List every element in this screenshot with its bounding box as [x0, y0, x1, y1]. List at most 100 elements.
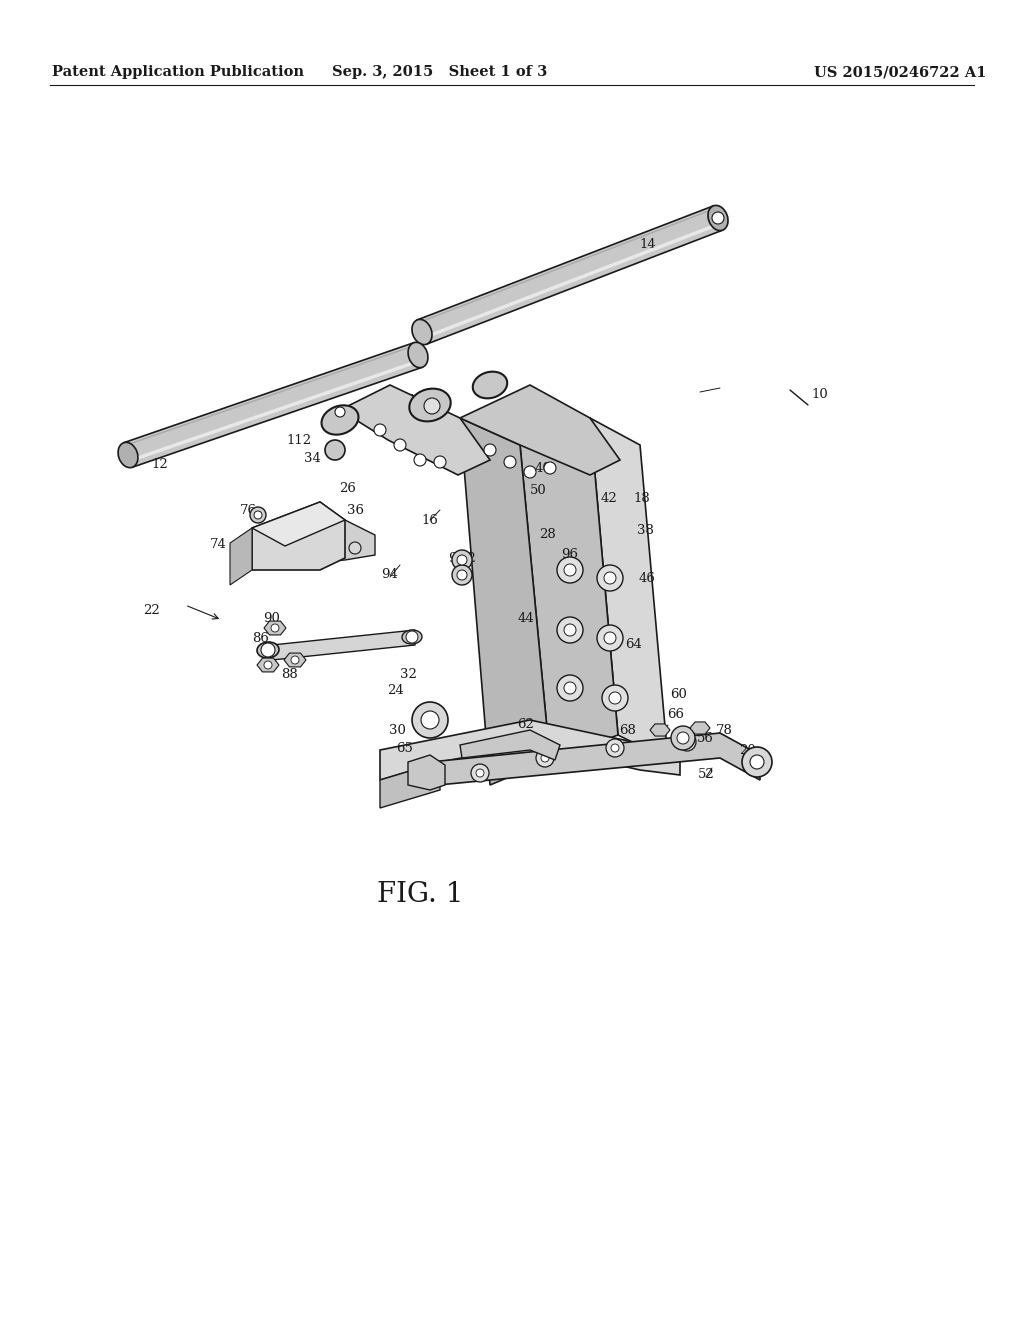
Circle shape — [414, 454, 426, 466]
Text: 60: 60 — [671, 689, 687, 701]
Text: 48: 48 — [475, 384, 492, 396]
Text: 20: 20 — [739, 743, 757, 756]
Polygon shape — [252, 502, 345, 570]
Circle shape — [712, 213, 724, 224]
Text: 72: 72 — [275, 519, 293, 532]
Text: 32: 32 — [399, 668, 417, 681]
Text: 62: 62 — [517, 718, 535, 731]
Circle shape — [564, 682, 575, 694]
Polygon shape — [520, 418, 618, 760]
Text: 44: 44 — [517, 611, 535, 624]
Circle shape — [504, 455, 516, 469]
Circle shape — [476, 770, 484, 777]
Polygon shape — [257, 659, 279, 672]
Circle shape — [671, 726, 695, 750]
Text: 58: 58 — [420, 762, 436, 775]
Circle shape — [335, 407, 345, 417]
Polygon shape — [380, 762, 440, 808]
Text: 12: 12 — [152, 458, 168, 471]
Text: 40: 40 — [535, 462, 551, 474]
Polygon shape — [264, 622, 286, 635]
Circle shape — [564, 624, 575, 636]
Circle shape — [524, 466, 536, 478]
Text: Sep. 3, 2015   Sheet 1 of 3: Sep. 3, 2015 Sheet 1 of 3 — [333, 65, 548, 79]
Text: 50: 50 — [529, 483, 547, 496]
Circle shape — [742, 747, 772, 777]
Text: 14: 14 — [640, 239, 656, 252]
Text: 78: 78 — [716, 723, 732, 737]
Text: 42: 42 — [601, 491, 617, 504]
Circle shape — [557, 557, 583, 583]
Circle shape — [457, 570, 467, 579]
Text: 82: 82 — [460, 552, 476, 565]
Circle shape — [291, 656, 299, 664]
Text: 10: 10 — [812, 388, 828, 401]
Text: 94: 94 — [382, 569, 398, 582]
Circle shape — [609, 692, 621, 704]
Text: 26: 26 — [340, 482, 356, 495]
Text: 22: 22 — [143, 603, 161, 616]
Circle shape — [374, 424, 386, 436]
Circle shape — [564, 564, 575, 576]
Circle shape — [406, 631, 418, 643]
Text: 34: 34 — [303, 451, 321, 465]
Circle shape — [325, 440, 345, 459]
Circle shape — [349, 543, 361, 554]
Text: 65: 65 — [396, 742, 414, 755]
Text: US 2015/0246722 A1: US 2015/0246722 A1 — [814, 65, 986, 79]
Text: 38: 38 — [637, 524, 653, 536]
Circle shape — [452, 565, 472, 585]
Circle shape — [271, 624, 279, 632]
Text: 46: 46 — [639, 572, 655, 585]
Text: 70: 70 — [334, 532, 350, 544]
Polygon shape — [124, 343, 422, 467]
Text: 18: 18 — [634, 491, 650, 504]
Polygon shape — [408, 755, 445, 789]
Ellipse shape — [412, 319, 432, 345]
Circle shape — [544, 462, 556, 474]
Circle shape — [412, 702, 449, 738]
Text: 92: 92 — [563, 569, 581, 582]
Circle shape — [611, 744, 618, 752]
Polygon shape — [232, 520, 375, 568]
Polygon shape — [430, 733, 760, 785]
Text: 96: 96 — [561, 549, 579, 561]
Text: 84: 84 — [364, 639, 380, 652]
Text: 88: 88 — [282, 668, 298, 681]
Circle shape — [541, 754, 549, 762]
Circle shape — [421, 711, 439, 729]
Polygon shape — [340, 385, 490, 475]
Text: 56: 56 — [696, 731, 714, 744]
Text: 98: 98 — [449, 552, 466, 565]
Text: 69: 69 — [346, 541, 364, 554]
Circle shape — [394, 440, 406, 451]
Polygon shape — [252, 502, 345, 546]
Circle shape — [264, 661, 272, 669]
Ellipse shape — [118, 442, 138, 467]
Text: 76: 76 — [240, 503, 256, 516]
Circle shape — [604, 632, 616, 644]
Text: Patent Application Publication: Patent Application Publication — [52, 65, 304, 79]
Circle shape — [536, 748, 554, 767]
Text: 66: 66 — [668, 709, 684, 722]
Circle shape — [750, 755, 764, 770]
Circle shape — [597, 624, 623, 651]
Text: 80: 80 — [260, 661, 276, 675]
Polygon shape — [460, 385, 620, 475]
Ellipse shape — [708, 206, 728, 231]
Text: 28: 28 — [540, 528, 556, 541]
Polygon shape — [460, 418, 550, 785]
Text: 86: 86 — [253, 631, 269, 644]
Circle shape — [452, 550, 472, 570]
Circle shape — [597, 565, 623, 591]
Circle shape — [557, 675, 583, 701]
Text: 90: 90 — [263, 611, 281, 624]
Polygon shape — [230, 528, 252, 585]
Ellipse shape — [322, 405, 358, 434]
Ellipse shape — [473, 372, 507, 399]
Circle shape — [606, 739, 624, 756]
Polygon shape — [650, 723, 670, 737]
Circle shape — [471, 764, 489, 781]
Polygon shape — [418, 206, 723, 345]
Circle shape — [604, 572, 616, 583]
